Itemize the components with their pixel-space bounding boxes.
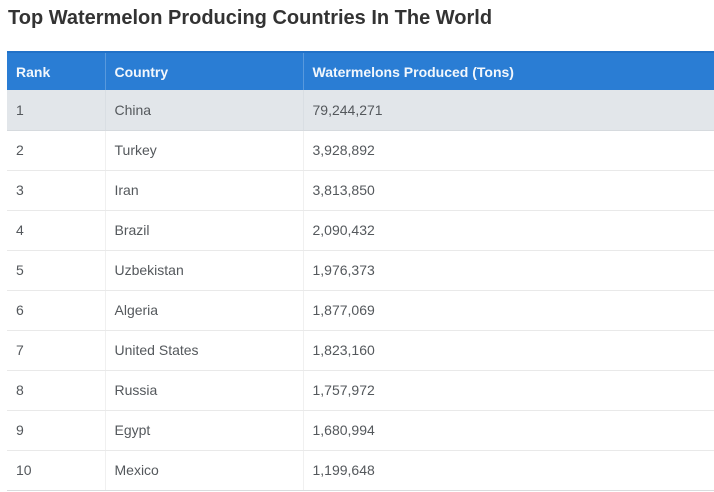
country-cell: United States [104,330,303,371]
country-cell: Mexico [104,450,303,491]
rank-cell: 4 [7,210,105,251]
table-row: 6 Algeria 1,877,069 [7,290,714,331]
table-row: 2 Turkey 3,928,892 [7,130,714,171]
rank-cell: 6 [7,290,105,331]
table-row: 1 China 79,244,271 [7,90,714,131]
tons-cell: 1,976,373 [302,250,714,291]
table-row: 9 Egypt 1,680,994 [7,410,714,451]
country-cell: Russia [104,370,303,411]
country-cell: Turkey [104,130,303,171]
column-header-tons: Watermelons Produced (Tons) [302,51,714,90]
table-header-row: Rank Country Watermelons Produced (Tons) [7,51,714,90]
tons-cell: 79,244,271 [302,90,714,131]
tons-cell: 3,813,850 [302,170,714,211]
rank-cell: 8 [7,370,105,411]
rank-cell: 3 [7,170,105,211]
table-row: 5 Uzbekistan 1,976,373 [7,250,714,291]
rank-cell: 9 [7,410,105,451]
country-cell: Algeria [104,290,303,331]
tons-cell: 3,928,892 [302,130,714,171]
tons-cell: 1,877,069 [302,290,714,331]
table-row: 4 Brazil 2,090,432 [7,210,714,251]
table-row: 3 Iran 3,813,850 [7,170,714,211]
table-header: Rank Country Watermelons Produced (Tons) [7,51,714,90]
country-cell: China [104,90,303,131]
rank-cell: 10 [7,450,105,491]
table-row: 7 United States 1,823,160 [7,330,714,371]
tons-cell: 1,823,160 [302,330,714,371]
table-row: 10 Mexico 1,199,648 [7,450,714,491]
tons-cell: 1,757,972 [302,370,714,411]
table-body: 1 China 79,244,271 2 Turkey 3,928,892 3 … [7,90,714,491]
column-header-rank: Rank [7,51,105,90]
rank-cell: 2 [7,130,105,171]
table-row: 8 Russia 1,757,972 [7,370,714,411]
country-cell: Brazil [104,210,303,251]
country-cell: Iran [104,170,303,211]
rank-cell: 1 [7,90,105,131]
rank-cell: 5 [7,250,105,291]
production-table: Rank Country Watermelons Produced (Tons)… [7,51,714,491]
country-cell: Uzbekistan [104,250,303,291]
rank-cell: 7 [7,330,105,371]
tons-cell: 2,090,432 [302,210,714,251]
country-cell: Egypt [104,410,303,451]
page-title: Top Watermelon Producing Countries In Th… [8,7,493,29]
column-header-country: Country [104,51,303,90]
tons-cell: 1,680,994 [302,410,714,451]
tons-cell: 1,199,648 [302,450,714,491]
